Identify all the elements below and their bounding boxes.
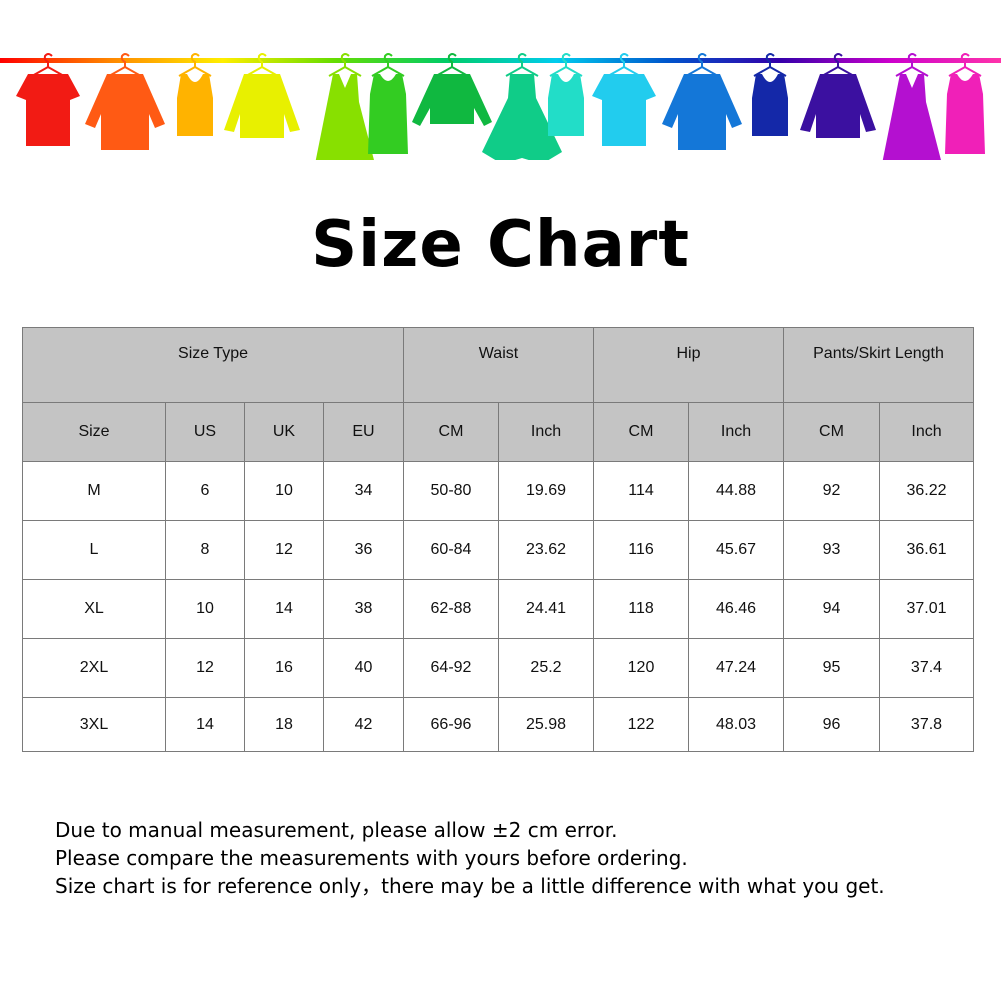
sub-header-cell: CM [403,402,499,462]
table-cell: 45.67 [688,520,784,580]
table-row: L 8 12 36 60-84 23.62 116 45.67 93 36.61 [22,520,974,580]
note-line: Please compare the measurements with you… [55,846,688,870]
table-cell: 64-92 [403,638,499,698]
table-row: 3XL 14 18 42 66-96 25.98 122 48.03 96 37.8 [22,697,974,752]
table-cell: 8 [165,520,245,580]
table-cell: XL [22,579,166,639]
header-hip: Hip [593,327,784,403]
table-cell: 37.4 [879,638,974,698]
table-cell: 122 [593,697,689,752]
table-cell: 24.41 [498,579,594,639]
table-cell: 50-80 [403,461,499,521]
table-cell: 25.2 [498,638,594,698]
sub-header-cell: Size [22,402,166,462]
tank-top-icon [548,53,584,136]
table-cell: 12 [165,638,245,698]
table-cell: 2XL [22,638,166,698]
table-cell: 44.88 [688,461,784,521]
tshirt-icon [592,53,656,146]
table-cell: M [22,461,166,521]
sub-header-cell: CM [783,402,880,462]
table-cell: 37.01 [879,579,974,639]
header-size-type: Size Type [22,327,404,403]
table-cell: 116 [593,520,689,580]
sub-header-cell: Inch [879,402,974,462]
ball-dress-icon [482,53,562,160]
table-cell: 92 [783,461,880,521]
table-cell: 37.8 [879,697,974,752]
table-cell: 23.62 [498,520,594,580]
note-line: Size chart is for reference only，there m… [55,874,885,898]
table-cell: 10 [244,461,324,521]
sub-header-cell: Inch [498,402,594,462]
tshirt-icon [16,53,80,146]
note-line: Due to manual measurement, please allow … [55,818,618,842]
table-cell: 60-84 [403,520,499,580]
table-cell: 94 [783,579,880,639]
sub-header-row: Size US UK EU CM Inch CM Inch CM Inch [22,402,974,462]
table-cell: 66-96 [403,697,499,752]
table-cell: 47.24 [688,638,784,698]
table-cell: 14 [165,697,245,752]
header-waist: Waist [403,327,594,403]
table-cell: 114 [593,461,689,521]
table-cell: 96 [783,697,880,752]
table-cell: 6 [165,461,245,521]
table-cell: 19.69 [498,461,594,521]
sub-header-cell: UK [244,402,324,462]
table-cell: 36.22 [879,461,974,521]
table-cell: 10 [165,579,245,639]
table-row: M 6 10 34 50-80 19.69 114 44.88 92 36.22 [22,461,974,521]
sweater-icon [412,53,492,126]
table-cell: 18 [244,697,324,752]
tank-dress-icon [368,53,408,154]
tank-top-icon [177,53,213,136]
tank-top-icon [752,53,788,136]
sub-header-cell: EU [323,402,404,462]
table-cell: 38 [323,579,404,639]
table-cell: 25.98 [498,697,594,752]
dress-icon [315,53,374,160]
table-cell: 93 [783,520,880,580]
table-row: 2XL 12 16 40 64-92 25.2 120 47.24 95 37.4 [22,638,974,698]
table-cell: 36.61 [879,520,974,580]
tank-dress-icon [945,53,985,154]
table-cell: 42 [323,697,404,752]
sub-header-cell: Inch [688,402,784,462]
table-cell: 16 [244,638,324,698]
table-cell: 34 [323,461,404,521]
cardigan-icon [800,53,876,138]
table-cell: 3XL [22,697,166,752]
table-cell: 48.03 [688,697,784,752]
sub-header-cell: CM [593,402,689,462]
size-chart-table: Size Type Waist Hip Pants/Skirt Length S… [22,327,974,752]
table-cell: L [22,520,166,580]
table-cell: 95 [783,638,880,698]
dress-icon [882,53,941,160]
notes: Due to manual measurement, please allow … [55,816,885,900]
table-cell: 62-88 [403,579,499,639]
table-cell: 36 [323,520,404,580]
table-cell: 46.46 [688,579,784,639]
sub-header-cell: US [165,402,245,462]
table-cell: 14 [244,579,324,639]
header-length: Pants/Skirt Length [783,327,974,403]
clothes-rack-banner [0,53,1001,160]
clothes-rail [0,58,1001,63]
shirt-icon [662,53,742,150]
table-cell: 12 [244,520,324,580]
shirt-icon [85,53,165,150]
table-cell: 118 [593,579,689,639]
table-cell: 120 [593,638,689,698]
table-cell: 40 [323,638,404,698]
group-header-row: Size Type Waist Hip Pants/Skirt Length [22,327,974,403]
page-title: Size Chart [311,208,690,282]
cardigan-icon [224,53,300,138]
table-row: XL 10 14 38 62-88 24.41 118 46.46 94 37.01 [22,579,974,639]
